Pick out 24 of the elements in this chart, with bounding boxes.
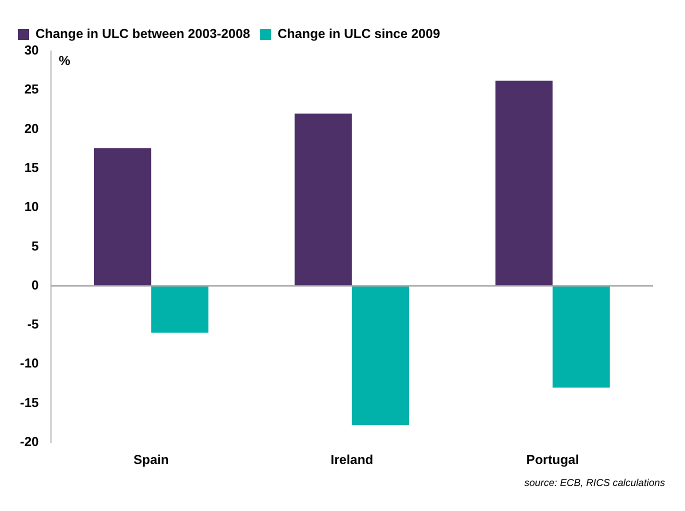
y-tick-label: -20 — [20, 434, 39, 449]
bar — [294, 114, 352, 286]
bar — [352, 286, 410, 426]
legend-label: Change in ULC since 2009 — [278, 26, 440, 42]
x-tick-label: Ireland — [330, 452, 374, 467]
x-tick-label: Portugal — [526, 452, 579, 467]
y-tick-label: -5 — [27, 316, 39, 332]
bar — [151, 286, 208, 333]
y-tick-label: 0 — [32, 277, 39, 292]
x-tick-label: Spain — [133, 452, 169, 467]
y-tick-label: -15 — [20, 394, 39, 410]
y-tick-label: 10 — [24, 199, 39, 214]
source-note: source: ECB, RICS calculations — [523, 478, 666, 489]
y-tick-label: -10 — [20, 356, 39, 371]
y-tick-label: 30 — [24, 42, 39, 58]
y-tick-label: 5 — [32, 238, 39, 254]
y-tick-label: 25 — [24, 82, 39, 97]
y-tick-label: 20 — [24, 120, 39, 136]
bar — [94, 148, 152, 286]
bar — [552, 286, 610, 388]
legend-label: Change in ULC between 2003-2008 — [36, 26, 250, 42]
y-tick-label: 15 — [24, 160, 39, 175]
bar — [495, 80, 553, 286]
y-axis-title: % — [58, 53, 71, 68]
